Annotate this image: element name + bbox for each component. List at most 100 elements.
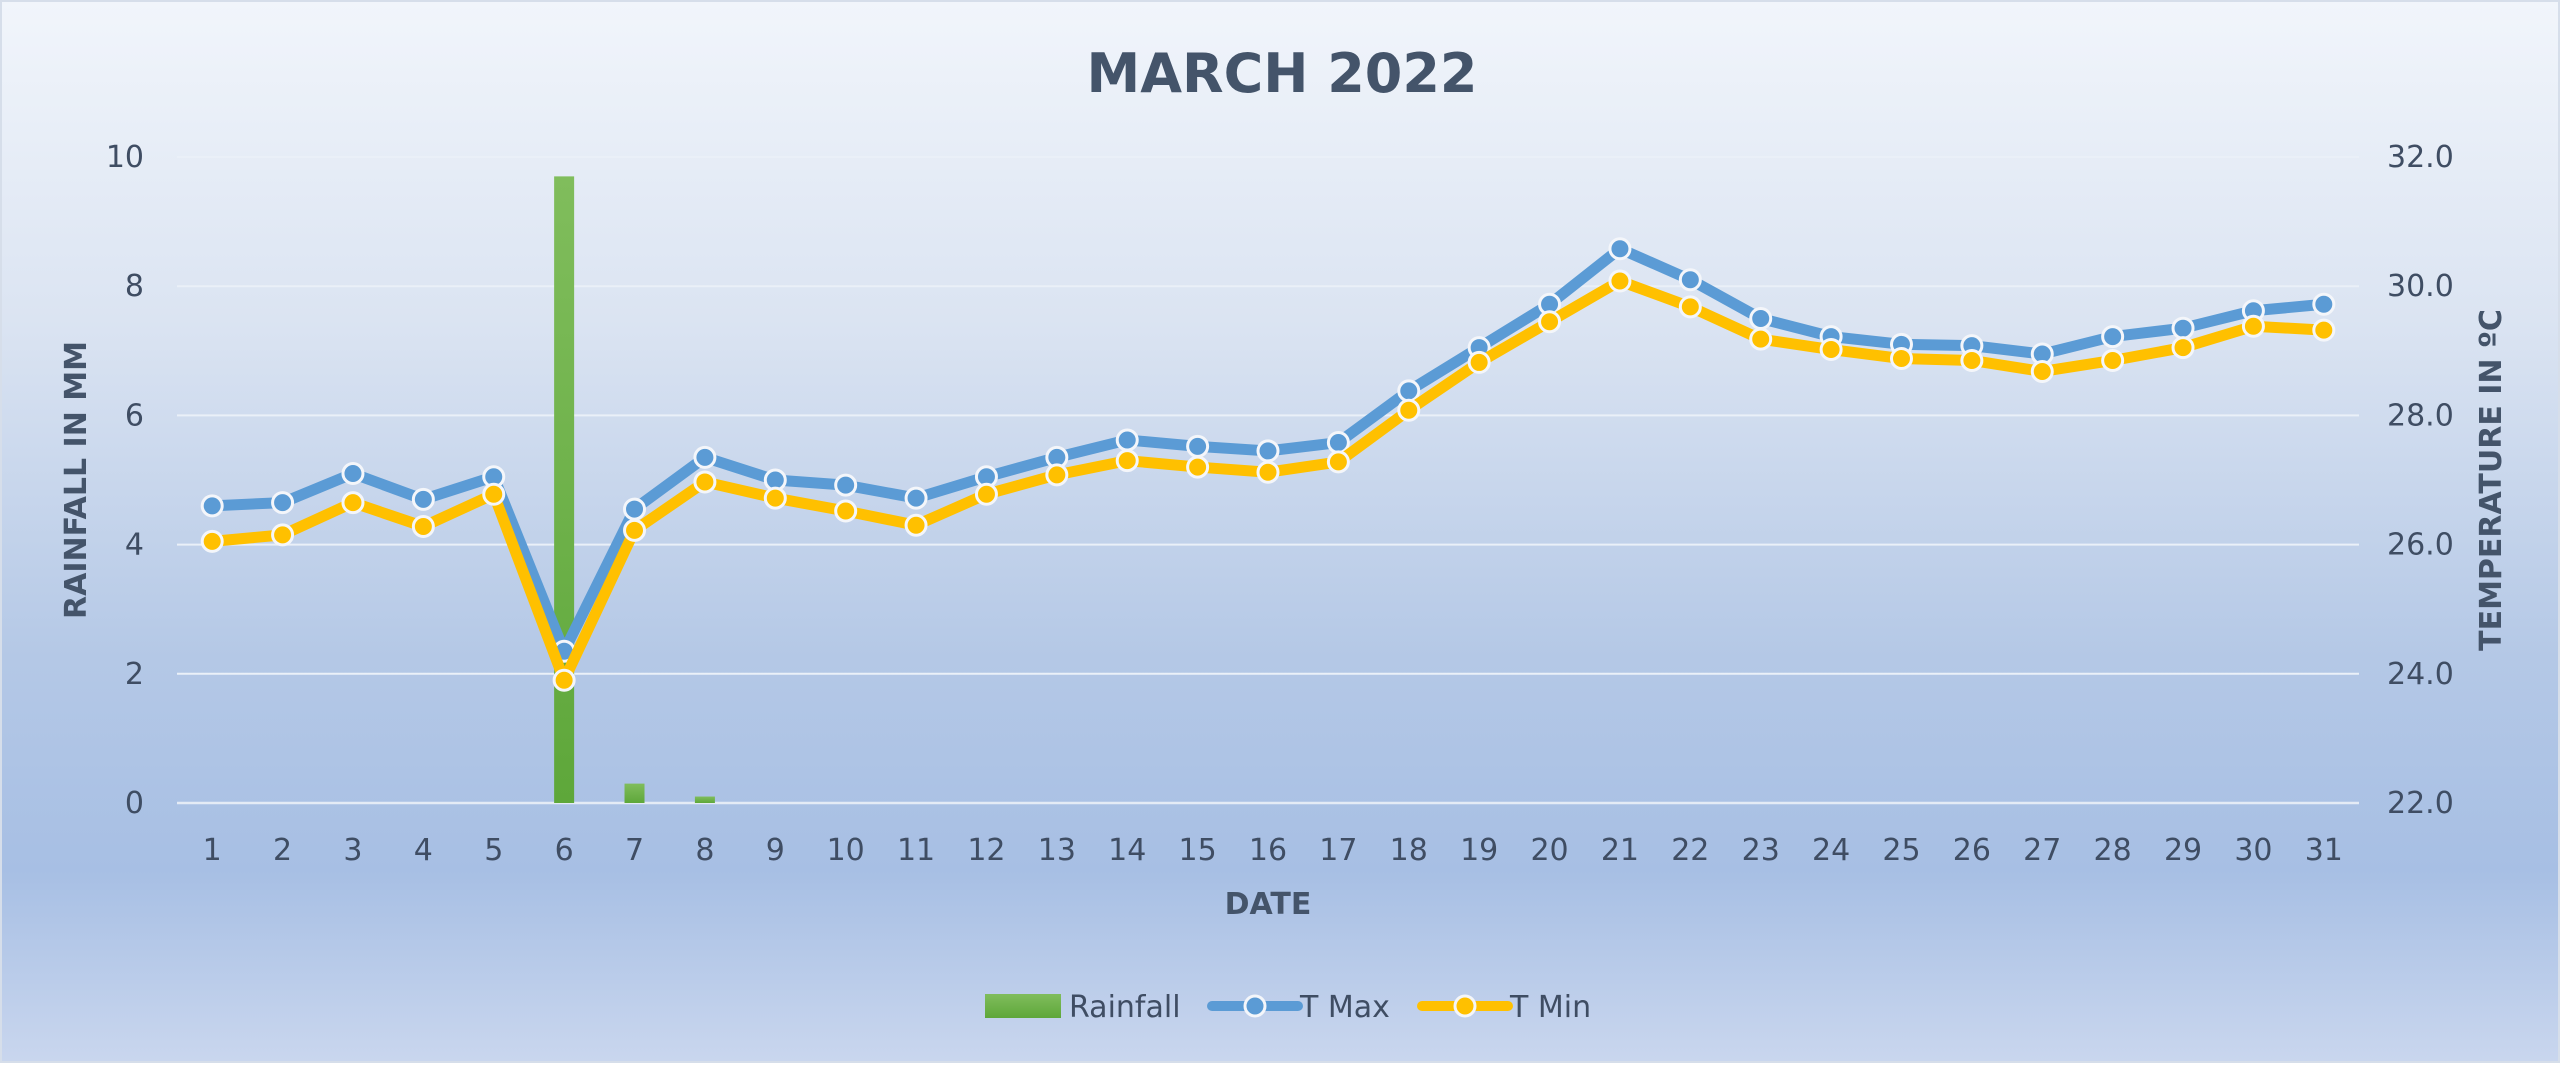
t-min-marker [271,523,295,547]
t-max-marker [1186,434,1210,458]
y-tick-label: 0 [125,786,144,821]
t-min-marker [2030,359,2054,383]
chart-title: MARCH 2022 [1086,42,1477,105]
x-tick-label: 10 [827,833,865,868]
x-tick-label: 14 [1108,833,1146,868]
legend-label-t-max: T Max [1299,990,1390,1025]
t-max-marker [411,487,435,511]
t-max-marker [2171,316,2195,340]
x-tick-label: 23 [1742,833,1780,868]
t-min-marker [1467,350,1491,374]
t-max-marker [834,473,858,497]
t-min-marker [2101,348,2125,372]
t-max-marker [1326,431,1350,455]
t-max-marker [271,491,295,515]
x-tick-label: 31 [2305,833,2343,868]
rainfall-bar [694,796,715,803]
t-max-marker [904,486,928,510]
t-max-marker [1749,307,1773,330]
t-min-marker [904,513,928,537]
t-min-marker [763,486,787,510]
t-min-marker [1749,327,1773,351]
t-max-marker [693,445,717,469]
t-max-marker [623,497,647,521]
x-tick-label: 13 [1038,833,1076,868]
t-min-marker [1819,338,1843,362]
t-min-marker [693,470,717,494]
x-tick-label: 3 [343,833,362,868]
temperature-lines [200,237,2336,692]
legend-marker-t-max [1243,994,1267,1018]
t-max-marker [200,494,224,518]
y-tick-label: 4 [125,528,144,563]
t-max-marker [2101,325,2125,349]
x-tick-label: 29 [2164,833,2202,868]
x-axis-title: DATE [1225,887,1312,922]
t-min-marker [1678,295,1702,319]
y-tick-label: 6 [125,398,144,433]
x-tick-label: 27 [2023,833,2061,868]
x-tick-label: 4 [414,833,433,868]
rainfall-bar [624,783,645,803]
t-max-marker [1256,439,1280,463]
t-min-marker [1115,449,1139,473]
t-max-marker [2312,292,2336,316]
t-min-marker [834,499,858,523]
x-tick-label: 28 [2094,833,2132,868]
t-min-marker [2312,318,2336,342]
x-tick-label: 11 [897,833,935,868]
t-min-marker [974,482,998,506]
t-min-marker [1186,455,1210,479]
legend-label-rainfall: Rainfall [1069,990,1181,1025]
y2-tick-label: 26.0 [2387,528,2454,563]
rainfall-bar [554,176,575,803]
x-tick-label: 7 [625,833,644,868]
y-tick-label: 8 [125,269,144,304]
t-min-marker [623,518,647,542]
y-tick-label: 10 [106,140,144,175]
t-min-marker [482,482,506,506]
x-tick-label: 12 [967,833,1005,868]
y2-tick-label: 30.0 [2387,269,2454,304]
gridlines [177,156,2359,805]
x-tick-label: 20 [1530,833,1568,868]
x-tick-label: 18 [1390,833,1428,868]
x-tick-label: 25 [1882,833,1920,868]
legend: Rainfall T Max T Min [985,990,1591,1025]
t-max-marker [1397,379,1421,403]
t-min-marker [1889,347,1913,371]
y2-tick-label: 32.0 [2387,140,2454,175]
t-min-marker [2241,314,2265,338]
x-tick-label: 2 [273,833,292,868]
t-max-marker [1678,268,1702,292]
y2-tick-label: 24.0 [2387,657,2454,692]
x-tick-label: 22 [1671,833,1709,868]
legend-label-t-min: T Min [1509,990,1591,1025]
t-min-marker [1397,398,1421,422]
x-tick-label: 26 [1953,833,1991,868]
x-tick-label: 5 [484,833,503,868]
t-min-marker [341,491,365,515]
y2-axis-title: TEMPERATURE IN ºC [2474,309,2509,651]
x-tick-label: 30 [2234,833,2272,868]
x-tick-label: 24 [1812,833,1850,868]
x-tick-label: 19 [1460,833,1498,868]
y-tick-label: 2 [125,657,144,692]
t-max-marker [1608,237,1632,261]
legend-marker-t-min [1453,994,1477,1018]
t-min-marker [1045,463,1069,487]
t-max-marker [341,462,365,486]
x-tick-label: 9 [766,833,785,868]
t-min-marker [1608,269,1632,293]
y-axis-title: RAINFALL IN MM [59,341,94,619]
x-tick-label: 17 [1319,833,1357,868]
t-min-marker [1256,460,1280,484]
t-min-marker [552,668,576,692]
x-tick-label: 6 [555,833,574,868]
t-min-marker [1538,310,1562,334]
x-tick-label: 1 [203,833,222,868]
x-tick-label: 21 [1601,833,1639,868]
